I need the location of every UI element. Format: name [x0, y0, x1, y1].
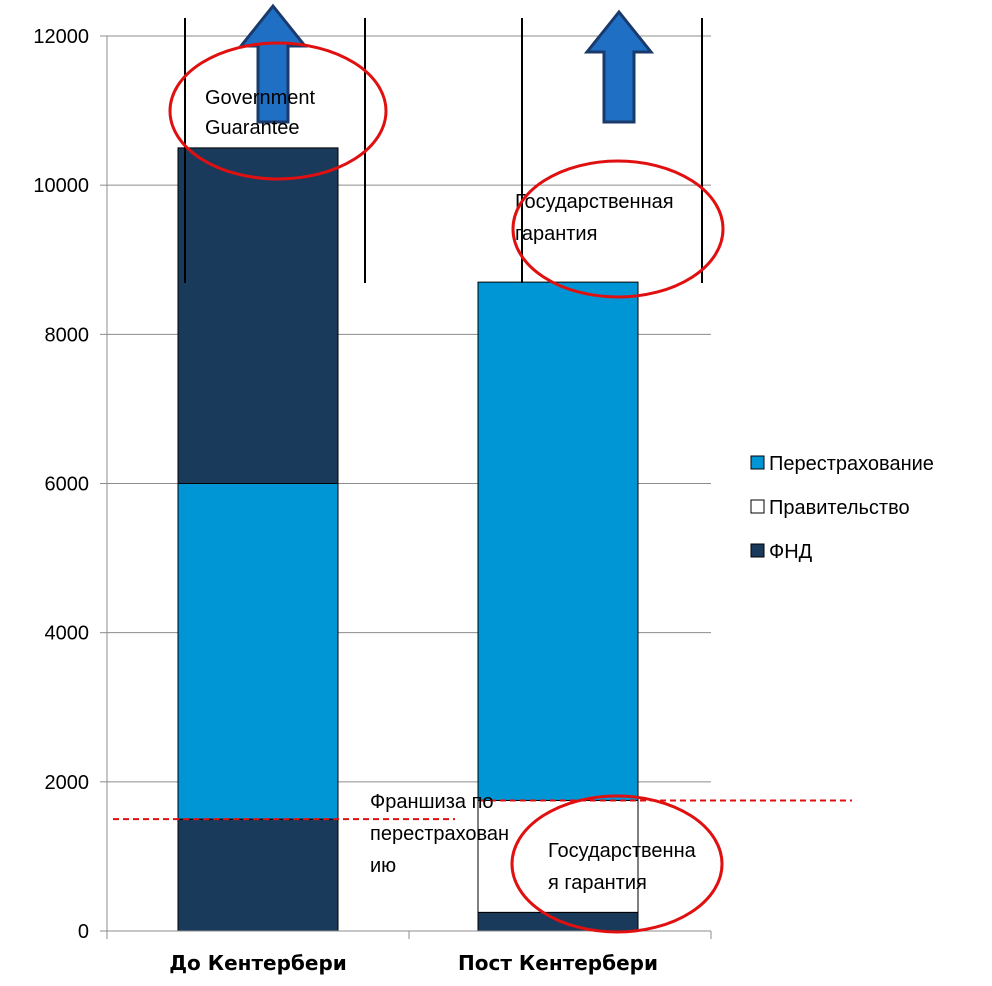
- y-tick-labels: 0 2000 4000 6000 8000 10000 12000: [33, 26, 89, 943]
- gov-guarantee-ru-bottom-label-line: я гарантия: [548, 872, 647, 894]
- highlight-circle: [168, 41, 388, 181]
- y-tick-label: 10000: [33, 175, 89, 197]
- y-tick-label: 2000: [45, 772, 90, 794]
- reinsurance-deductible-label-line: ию: [370, 855, 396, 877]
- government-guarantee-label: Government Guarantee: [205, 87, 315, 139]
- bars: [177, 147, 639, 932]
- y-tick-label: 8000: [45, 324, 90, 346]
- bar-segment-Правительство-1: [477, 799, 639, 913]
- gov-guarantee-ru-top-label-line: Государственная: [515, 191, 674, 213]
- legend-label: Перестрахование: [769, 453, 934, 475]
- y-tick-label: 6000: [45, 474, 90, 496]
- government-guarantee-label-line: Government: [205, 87, 315, 109]
- annotations: Government Guarantee Государственная гарант…: [113, 3, 852, 934]
- highlight-circle: [510, 794, 724, 934]
- x-category-label: Пост Кентербери: [458, 951, 658, 975]
- government-guarantee-label-line: Guarantee: [205, 117, 300, 139]
- gov-guarantee-ru-bottom-label-line: Государственна: [548, 840, 697, 862]
- legend: Перестрахование Правительство ФНД: [750, 453, 934, 563]
- legend-swatch: [750, 543, 765, 558]
- x-category-label: До Кентербери: [169, 951, 347, 975]
- legend-label: ФНД: [769, 541, 813, 563]
- gov-guarantee-ru-top-label: Государственная гарантия: [515, 191, 674, 245]
- gov-guarantee-ru-top-label-line: гарантия: [515, 223, 597, 245]
- y-tick-label: 12000: [33, 26, 89, 48]
- reinsurance-deductible-label-line: перестрахован: [370, 823, 509, 845]
- reinsurance-deductible-label: Франшиза по перестрахован ию: [370, 791, 509, 877]
- y-tick-label: 0: [78, 921, 89, 943]
- y-tick-label: 4000: [45, 623, 90, 645]
- up-arrow-icon: [583, 9, 655, 124]
- gov-guarantee-ru-bottom-label: Государственна я гарантия: [548, 840, 697, 894]
- legend-label: Правительство: [769, 497, 910, 519]
- x-category-labels: До Кентербери Пост Кентербери: [169, 951, 658, 975]
- legend-swatch: [750, 499, 765, 514]
- bar-segment-fnd-extra-0: [177, 147, 339, 484]
- axes: [100, 35, 712, 939]
- bar-segment-Перестрахование-0: [177, 483, 339, 820]
- highlight-circle: [511, 159, 725, 299]
- bar-segment-Перестрахование-1: [477, 281, 639, 801]
- legend-swatch: [750, 455, 765, 470]
- bar-segment-ФНД-0: [177, 818, 339, 932]
- reinsurance-deductible-label-line: Франшиза по: [370, 791, 494, 813]
